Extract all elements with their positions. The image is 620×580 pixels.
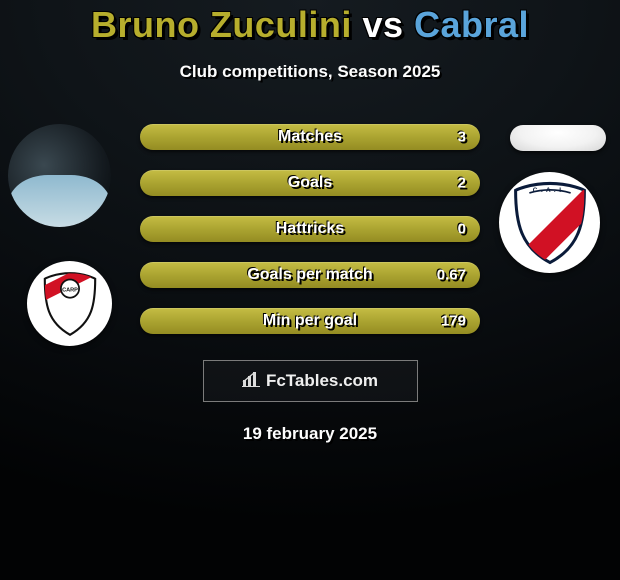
stat-row: Goals per match 0.67 — [140, 262, 480, 288]
main-content: Bruno Zuculini vs Cabral Club competitio… — [0, 0, 620, 444]
stat-value-right: 0 — [458, 221, 466, 238]
date: 19 february 2025 — [0, 424, 620, 444]
stat-label: Hattricks — [276, 220, 344, 238]
stat-value-right: 3 — [458, 129, 466, 146]
watermark-text: FcTables.com — [266, 371, 378, 391]
stat-row: Matches 3 — [140, 124, 480, 150]
stat-row: Hattricks 0 — [140, 216, 480, 242]
stat-label: Goals per match — [247, 266, 372, 284]
stat-value-right: 179 — [441, 313, 466, 330]
title-right-player: Cabral — [414, 4, 529, 45]
stat-value-right: 0.67 — [437, 267, 466, 284]
stat-row: Min per goal 179 — [140, 308, 480, 334]
stat-label: Goals — [288, 174, 332, 192]
watermark: FcTables.com — [203, 360, 418, 402]
stat-value-right: 2 — [458, 175, 466, 192]
stat-label: Matches — [278, 128, 342, 146]
title-vs: vs — [362, 4, 403, 45]
title-left-player: Bruno Zuculini — [91, 4, 352, 45]
page-title: Bruno Zuculini vs Cabral — [0, 4, 620, 46]
stat-label: Min per goal — [263, 312, 357, 330]
bar-chart-icon — [242, 371, 260, 392]
stat-bars: Matches 3 Goals 2 Hattricks 0 Goals per match 0… — [140, 124, 480, 334]
stat-row: Goals 2 — [140, 170, 480, 196]
subtitle: Club competitions, Season 2025 — [0, 62, 620, 82]
